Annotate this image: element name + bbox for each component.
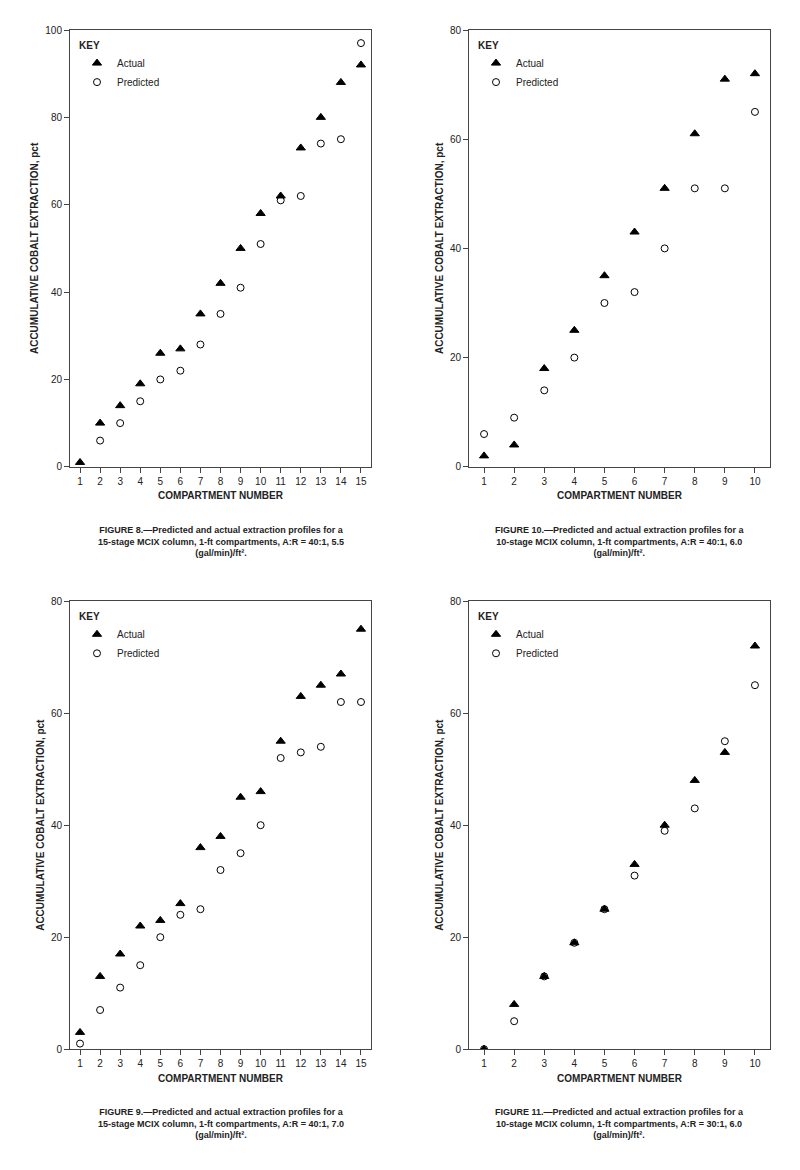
svg-text:20: 20: [450, 932, 462, 943]
svg-text:80: 80: [51, 112, 63, 123]
svg-text:10: 10: [255, 1058, 267, 1069]
svg-text:FIGURE 10.—Predicted and actua: FIGURE 10.—Predicted and actual extracti…: [495, 525, 745, 558]
svg-text:40: 40: [51, 287, 63, 298]
svg-text:7: 7: [662, 476, 668, 487]
svg-text:4: 4: [572, 1058, 578, 1069]
svg-text:2: 2: [97, 1058, 103, 1069]
svg-text:40: 40: [450, 243, 462, 254]
svg-text:20: 20: [450, 352, 462, 363]
svg-text:4: 4: [137, 476, 143, 487]
svg-text:0: 0: [56, 461, 62, 472]
svg-text:6: 6: [178, 476, 184, 487]
svg-text:8: 8: [218, 476, 224, 487]
svg-text:12: 12: [295, 476, 307, 487]
svg-text:0: 0: [455, 461, 461, 472]
svg-text:KEY: KEY: [79, 40, 100, 51]
svg-text:ACCUMULATIVE COBALT EXTRACTION: ACCUMULATIVE COBALT EXTRACTION, pct: [434, 142, 445, 354]
svg-text:9: 9: [238, 1058, 244, 1069]
svg-text:Predicted: Predicted: [516, 648, 558, 659]
svg-text:11: 11: [276, 1058, 287, 1069]
svg-text:2: 2: [511, 1058, 517, 1069]
svg-text:1: 1: [77, 476, 83, 487]
svg-text:80: 80: [450, 25, 462, 36]
svg-text:COMPARTMENT NUMBER: COMPARTMENT NUMBER: [158, 1073, 284, 1084]
svg-text:14: 14: [335, 1058, 347, 1069]
svg-text:3: 3: [541, 1058, 547, 1069]
svg-text:KEY: KEY: [79, 611, 100, 622]
svg-text:5: 5: [158, 476, 164, 487]
svg-text:ACCUMULATIVE COBALT EXTRACTION: ACCUMULATIVE COBALT EXTRACTION, pct: [434, 719, 445, 931]
svg-text:8: 8: [692, 476, 698, 487]
svg-text:10: 10: [749, 476, 761, 487]
svg-text:FIGURE 11.—Predicted and actua: FIGURE 11.—Predicted and actual extracti…: [495, 1107, 744, 1140]
svg-text:1: 1: [481, 476, 487, 487]
svg-text:60: 60: [450, 134, 462, 145]
svg-text:9: 9: [722, 476, 728, 487]
svg-text:1: 1: [77, 1058, 83, 1069]
svg-text:7: 7: [662, 1058, 668, 1069]
svg-text:5: 5: [602, 476, 608, 487]
svg-text:5: 5: [602, 1058, 608, 1069]
svg-text:20: 20: [51, 932, 63, 943]
svg-text:Predicted: Predicted: [117, 77, 159, 88]
svg-text:4: 4: [572, 476, 578, 487]
svg-text:3: 3: [541, 476, 547, 487]
svg-text:15: 15: [355, 1058, 367, 1069]
svg-text:ACCUMULATIVE COBALT EXTRACTION: ACCUMULATIVE COBALT EXTRACTION, pct: [29, 142, 40, 354]
svg-text:1: 1: [481, 1058, 487, 1069]
svg-text:5: 5: [158, 1058, 164, 1069]
svg-text:10: 10: [255, 476, 267, 487]
svg-text:11: 11: [276, 476, 287, 487]
svg-text:2: 2: [97, 476, 103, 487]
svg-text:12: 12: [295, 1058, 307, 1069]
svg-text:60: 60: [450, 708, 462, 719]
svg-text:13: 13: [315, 476, 327, 487]
svg-text:100: 100: [45, 25, 62, 36]
svg-text:Predicted: Predicted: [516, 77, 558, 88]
svg-text:8: 8: [218, 1058, 224, 1069]
svg-text:6: 6: [178, 1058, 184, 1069]
svg-text:80: 80: [51, 596, 63, 607]
svg-text:Actual: Actual: [117, 58, 145, 69]
svg-text:40: 40: [450, 820, 462, 831]
svg-text:KEY: KEY: [478, 40, 499, 51]
svg-text:60: 60: [51, 199, 63, 210]
svg-text:ACCUMULATIVE COBALT EXTRACTION: ACCUMULATIVE COBALT EXTRACTION, pct: [35, 719, 46, 931]
svg-text:6: 6: [632, 1058, 638, 1069]
svg-text:FIGURE 9.—Predicted and actual: FIGURE 9.—Predicted and actual extractio…: [98, 1107, 344, 1140]
svg-text:2: 2: [511, 476, 517, 487]
svg-text:COMPARTMENT NUMBER: COMPARTMENT NUMBER: [557, 1073, 683, 1084]
svg-text:Actual: Actual: [516, 629, 544, 640]
svg-text:Actual: Actual: [516, 58, 544, 69]
svg-text:COMPARTMENT NUMBER: COMPARTMENT NUMBER: [557, 490, 683, 501]
svg-text:0: 0: [455, 1044, 461, 1055]
svg-text:80: 80: [450, 596, 462, 607]
svg-text:0: 0: [56, 1044, 62, 1055]
svg-text:4: 4: [137, 1058, 143, 1069]
svg-text:9: 9: [238, 476, 244, 487]
svg-text:40: 40: [51, 820, 63, 831]
svg-text:Predicted: Predicted: [117, 648, 159, 659]
svg-text:3: 3: [117, 476, 123, 487]
svg-text:7: 7: [198, 476, 204, 487]
svg-text:8: 8: [692, 1058, 698, 1069]
svg-text:20: 20: [51, 374, 63, 385]
svg-text:60: 60: [51, 708, 63, 719]
svg-text:COMPARTMENT NUMBER: COMPARTMENT NUMBER: [158, 490, 284, 501]
svg-text:3: 3: [117, 1058, 123, 1069]
svg-text:13: 13: [315, 1058, 327, 1069]
svg-text:Actual: Actual: [117, 629, 145, 640]
svg-text:FIGURE 8.—Predicted and actual: FIGURE 8.—Predicted and actual extractio…: [98, 525, 344, 558]
svg-text:15: 15: [355, 476, 367, 487]
svg-text:6: 6: [632, 476, 638, 487]
svg-text:7: 7: [198, 1058, 204, 1069]
svg-text:9: 9: [722, 1058, 728, 1069]
svg-text:KEY: KEY: [478, 611, 499, 622]
svg-text:10: 10: [749, 1058, 761, 1069]
svg-text:14: 14: [335, 476, 347, 487]
